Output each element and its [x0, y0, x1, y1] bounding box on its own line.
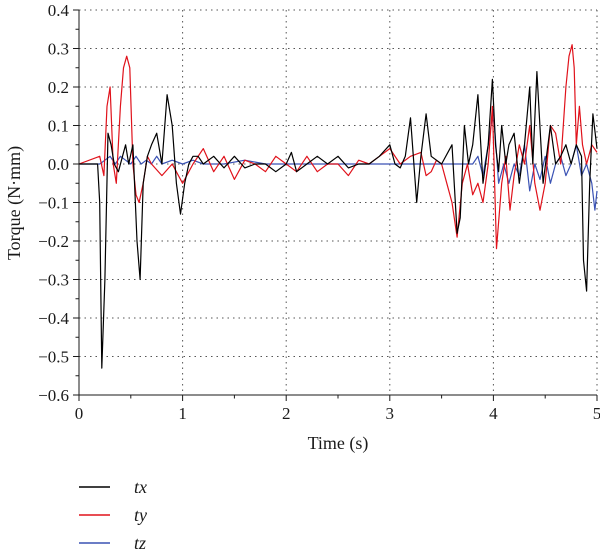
y-tick-label: 0.0 — [48, 155, 69, 174]
y-tick-label: 0.2 — [48, 78, 69, 97]
tick-marks — [73, 9, 598, 401]
y-tick-label: −0.6 — [38, 386, 69, 405]
x-tick-label: 2 — [282, 404, 291, 423]
series-line-ty — [78, 44, 598, 250]
y-tick-label: −0.2 — [38, 232, 69, 251]
y-tick-label: 0.1 — [48, 117, 69, 136]
legend: tx ty tz — [79, 477, 147, 551]
tick-labels: 0 1 2 3 4 5 −0.6 −0.5 −0.4 −0.3 −0.2 −0.1 0.0 0.1 0.2 0… — [38, 1, 600, 423]
series-layer — [78, 44, 598, 369]
x-tick-label: 1 — [178, 404, 187, 423]
y-tick-label: 0.3 — [48, 40, 69, 59]
series-line-tz — [79, 109, 598, 211]
series-line-tx — [79, 70, 598, 369]
y-tick-label: −0.1 — [38, 194, 69, 213]
y-axis-title: Torque (N·mm) — [4, 146, 25, 260]
y-tick-label: −0.4 — [38, 309, 69, 328]
x-tick-label: 3 — [386, 404, 395, 423]
x-tick-label: 0 — [75, 404, 84, 423]
x-tick-label: 5 — [593, 404, 600, 423]
y-tick-label: −0.5 — [38, 348, 69, 367]
legend-label-ty: ty — [134, 505, 147, 525]
legend-label-tx: tx — [134, 477, 147, 497]
y-tick-label: −0.3 — [38, 271, 69, 290]
y-tick-label: 0.4 — [48, 1, 70, 20]
x-tick-label: 4 — [489, 404, 498, 423]
legend-label-tz: tz — [134, 533, 146, 551]
x-axis-title: Time (s) — [308, 433, 369, 454]
